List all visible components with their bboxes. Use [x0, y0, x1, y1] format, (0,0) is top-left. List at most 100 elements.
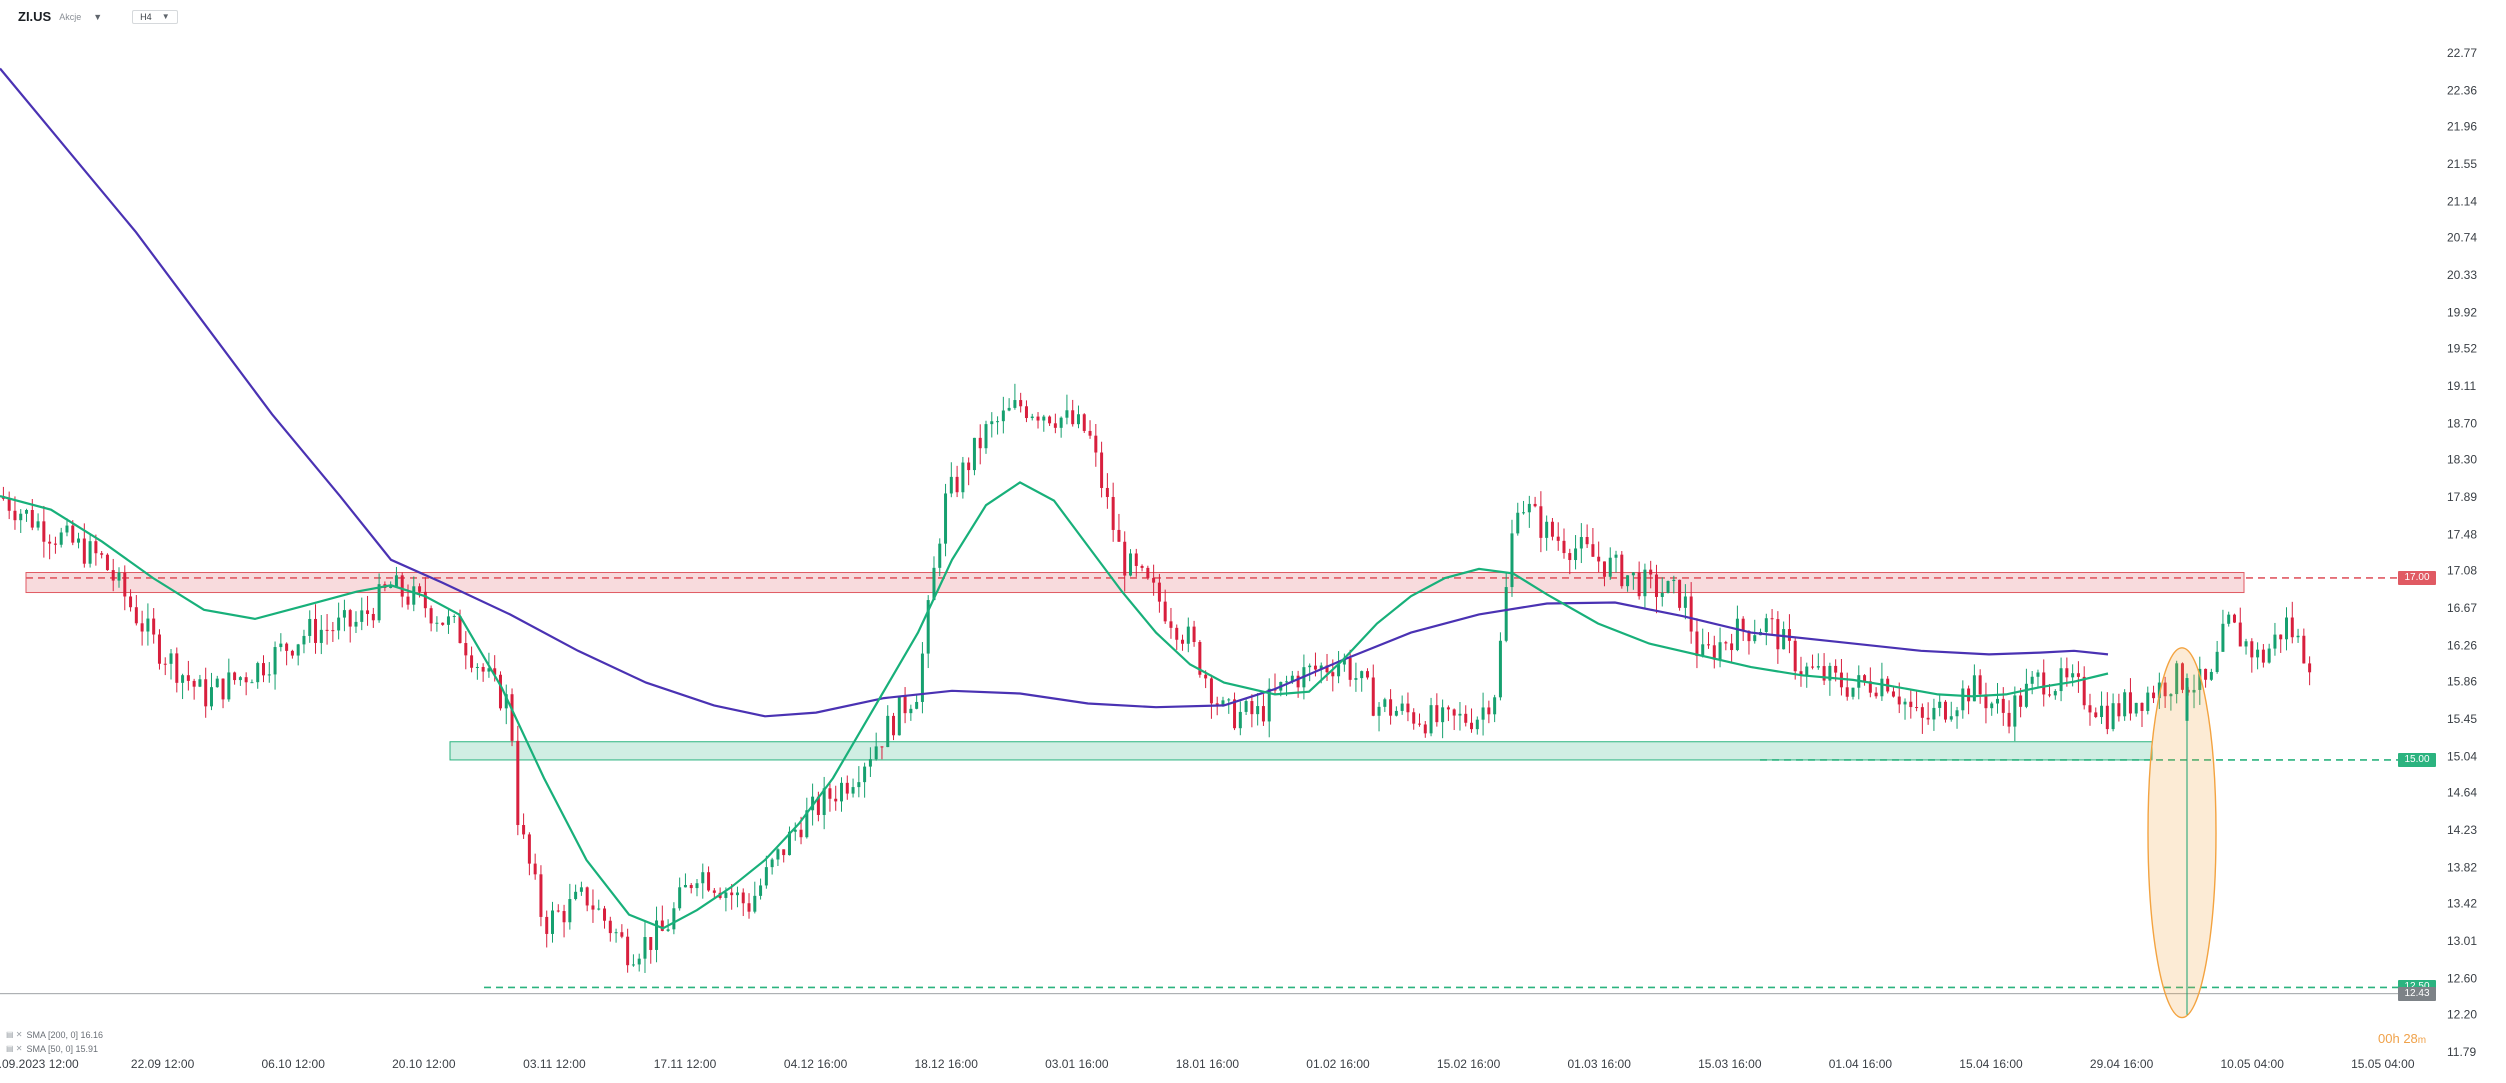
- candle-body: [152, 618, 156, 635]
- candle-body: [1828, 665, 1832, 681]
- candle-body: [1620, 554, 1624, 587]
- candle-body: [637, 958, 641, 965]
- candle-body: [1614, 554, 1618, 558]
- candle-body: [1654, 574, 1658, 597]
- indicator-icon: ▤ ✕: [6, 1030, 23, 1039]
- candle-body: [464, 643, 468, 656]
- support-price-tag: 15.00: [2398, 752, 2436, 767]
- candle-body: [1267, 688, 1271, 722]
- x-tick-label-10: 01.02 16:00: [1306, 1057, 1370, 1071]
- resistance-zone: [25, 572, 2245, 594]
- candle-body: [157, 634, 161, 664]
- x-tick-label-18: 15.05 04:00: [2351, 1057, 2415, 1071]
- legend-sma50[interactable]: ▤ ✕ SMA [50, 0] 15.91: [6, 1042, 103, 1056]
- candle-body: [2302, 635, 2306, 664]
- y-tick-label-0: 22.77: [2447, 46, 2477, 60]
- candle-body: [493, 668, 497, 675]
- candle-body: [1643, 569, 1647, 597]
- candle-body: [782, 849, 786, 856]
- legend-sma200[interactable]: ▤ ✕ SMA [200, 0] 16.16: [6, 1028, 103, 1042]
- candle-body: [446, 616, 450, 625]
- candle-body: [2105, 705, 2109, 730]
- candle-body: [331, 630, 335, 632]
- candle-body: [2117, 703, 2121, 717]
- candle-body: [1464, 713, 1468, 723]
- candles: [1, 383, 2312, 973]
- candle-body: [1718, 642, 1722, 660]
- candle-body: [1342, 657, 1346, 665]
- candle-body: [2244, 641, 2248, 647]
- candle-body: [1157, 582, 1161, 602]
- candle-body: [429, 608, 433, 624]
- candle-body: [2053, 691, 2057, 696]
- candle-body: [770, 859, 774, 868]
- candle-body: [1527, 503, 1531, 513]
- highlight-ellipse: [2147, 647, 2217, 1019]
- candle-body: [244, 677, 248, 683]
- candle-body: [221, 678, 225, 700]
- x-tick-label-7: 18.12 16:00: [914, 1057, 978, 1071]
- candle-body: [1724, 642, 1728, 644]
- candle-body: [984, 424, 988, 449]
- candle-body: [256, 663, 260, 683]
- candle-body: [2082, 676, 2086, 706]
- candle-body: [944, 493, 948, 544]
- candle-body: [19, 513, 23, 521]
- candle-body: [198, 679, 202, 687]
- x-tick-label-14: 01.04 16:00: [1829, 1057, 1893, 1071]
- candle-body: [920, 653, 924, 702]
- candle-body: [1325, 665, 1329, 673]
- candle-body: [117, 572, 121, 581]
- candle-body: [730, 892, 734, 896]
- candle-body: [2192, 689, 2196, 693]
- candle-body: [1522, 512, 1526, 514]
- chevron-down-icon[interactable]: ▼: [93, 11, 103, 22]
- candle-body: [1163, 601, 1167, 622]
- candle-body: [1972, 675, 1976, 702]
- candle-body: [1296, 675, 1300, 688]
- candle-body: [296, 644, 300, 656]
- candle-body: [2076, 673, 2080, 677]
- candle-body: [1383, 699, 1387, 707]
- y-tick-label-22: 13.82: [2447, 860, 2477, 874]
- candle-body: [527, 834, 531, 864]
- candle-body: [1129, 553, 1132, 576]
- candle-body: [1695, 631, 1699, 657]
- candle-body: [1891, 691, 1895, 697]
- candle-body: [915, 701, 919, 709]
- symbol-label[interactable]: ZI.US: [18, 9, 52, 24]
- candle-body: [1816, 666, 1820, 668]
- candle-body: [1458, 713, 1462, 716]
- candle-body: [1949, 716, 1953, 720]
- y-tick-label-19: 15.04: [2447, 749, 2477, 763]
- candle-body: [1493, 697, 1497, 715]
- candle-body: [2042, 672, 2046, 695]
- candle-body: [2163, 682, 2167, 697]
- timeframe-selector[interactable]: H4 ▼: [132, 9, 178, 24]
- candle-body: [1013, 400, 1017, 408]
- resistance-price-tag: 17.00: [2398, 570, 2436, 585]
- candle-body: [470, 655, 474, 668]
- candle-body: [926, 600, 930, 654]
- candle-body: [990, 421, 994, 425]
- candle-body: [1371, 677, 1375, 716]
- candle-body: [100, 553, 104, 555]
- candle-body: [1319, 665, 1323, 670]
- candle-body: [631, 964, 635, 966]
- candle-body: [1446, 707, 1450, 710]
- candle-body: [539, 874, 543, 917]
- candle-body: [1556, 536, 1560, 541]
- candle-body: [279, 643, 283, 648]
- candle-body: [71, 525, 75, 543]
- candle-body: [2256, 649, 2260, 658]
- y-tick-label-23: 13.42: [2447, 897, 2477, 911]
- candle-body: [2215, 651, 2219, 672]
- candle-body: [123, 572, 127, 597]
- candle-body: [1822, 666, 1826, 681]
- candle-body: [1504, 587, 1508, 641]
- candle-body: [1470, 722, 1474, 730]
- candle-body: [215, 678, 219, 688]
- candle-body: [1597, 556, 1601, 562]
- candle-body: [1007, 407, 1011, 411]
